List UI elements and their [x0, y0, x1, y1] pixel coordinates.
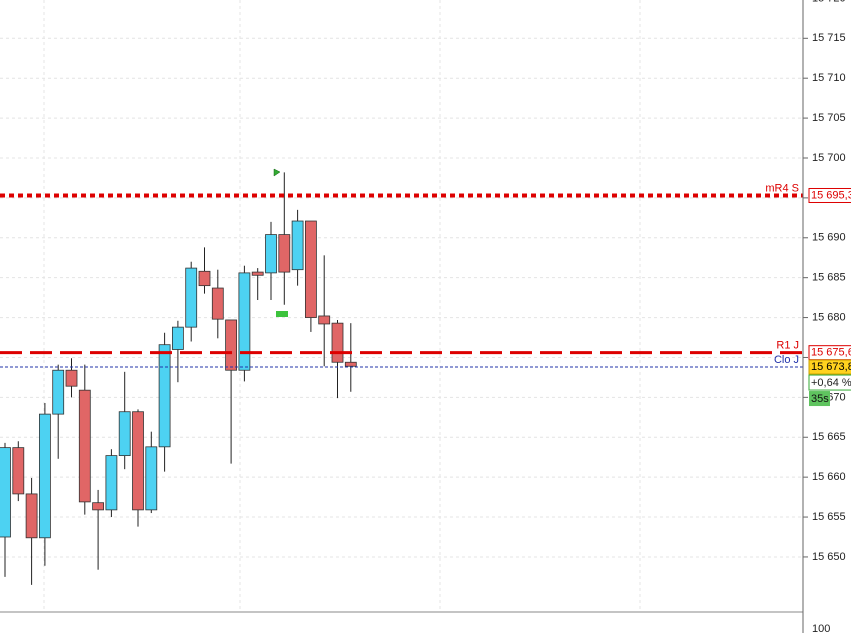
y-tick-label: 15 720 — [812, 0, 846, 4]
change-tag — [808, 374, 851, 391]
candle-body — [52, 369, 65, 415]
level-name: R1 J — [776, 340, 799, 352]
candle-body — [304, 220, 317, 318]
candle-body — [39, 413, 51, 539]
candle-body — [65, 369, 78, 387]
candle-body — [25, 493, 38, 539]
level-name: mR4 S — [765, 182, 799, 194]
volume-axis-label: 100 — [812, 623, 830, 633]
candle-body — [12, 447, 25, 495]
price-tag-label: 15 695,3 — [811, 189, 851, 201]
candle-body — [145, 446, 158, 511]
price-tag — [808, 187, 851, 203]
y-tick-label: 15 660 — [812, 471, 846, 483]
price-tag-label: 15 675,6 — [811, 347, 851, 359]
timer-label: 35s — [811, 393, 829, 405]
price-tag-label: 15 673,8 — [811, 361, 851, 373]
candle-body — [238, 272, 251, 371]
candle-body — [118, 411, 131, 457]
y-tick-label: 15 700 — [812, 152, 846, 164]
y-tick-label: 15 705 — [812, 112, 846, 124]
candle-body — [171, 326, 184, 350]
price-tags: 15 695,3 15 675,6 15 673,8 +0,64 % 35s — [808, 187, 851, 407]
y-tick-label: 15 685 — [812, 272, 846, 284]
y-tick-label: 15 690 — [812, 232, 846, 244]
candle-body — [132, 411, 144, 511]
signal-marker — [276, 311, 288, 317]
candle-body — [318, 315, 331, 325]
candle-body — [92, 502, 104, 511]
level-name: Clo J — [774, 354, 799, 366]
y-tick-label: 15 650 — [812, 551, 846, 563]
candle-body — [185, 267, 198, 328]
candle-body — [158, 344, 171, 448]
levels: mR4 S R1 J Clo J — [0, 182, 803, 368]
candles — [0, 172, 357, 585]
timer-tag — [809, 391, 830, 407]
y-tick-label: 15 715 — [812, 32, 846, 44]
y-tick-label: 15 680 — [812, 311, 846, 323]
y-tick-label: 15 655 — [812, 511, 846, 523]
candle-body — [251, 271, 264, 276]
candle-body — [265, 234, 277, 274]
candle-body — [78, 389, 91, 503]
y-tick-label: 15 665 — [812, 431, 846, 443]
candle-body — [291, 220, 304, 271]
change-label: +0,64 % — [811, 377, 851, 389]
candle-body — [331, 322, 344, 363]
price-tag — [808, 359, 851, 375]
candle-body — [211, 287, 224, 320]
candle-body — [198, 270, 211, 287]
candle-body — [225, 319, 238, 371]
candle-body — [278, 234, 291, 273]
candle-body — [105, 455, 118, 511]
y-tick-label: 15 710 — [812, 72, 846, 84]
candle-body — [344, 361, 357, 367]
candle-body — [0, 447, 11, 538]
signal-marker — [273, 168, 281, 177]
